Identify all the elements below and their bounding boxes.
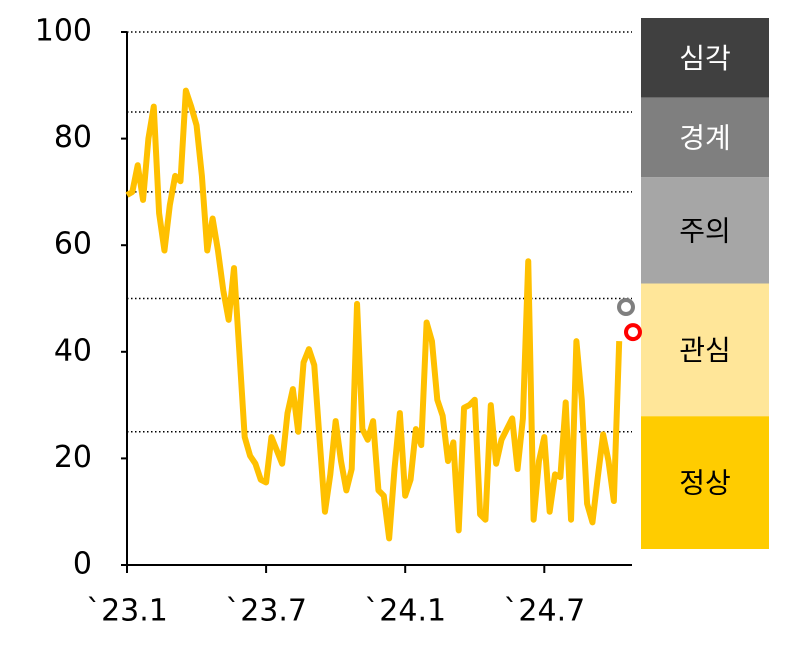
band-label: 심각 — [679, 42, 731, 75]
y-tick-label: 100 — [35, 14, 92, 49]
y-tick-label: 0 — [73, 547, 92, 582]
band-label: 주의 — [679, 214, 731, 247]
band-box — [641, 97, 769, 178]
x-tick-label: `23.1 — [86, 594, 168, 629]
end-marker — [624, 323, 642, 342]
y-tick-label: 60 — [54, 227, 92, 262]
band-box — [641, 283, 769, 417]
y-tick-label: 80 — [54, 120, 92, 155]
y-tick-label: 20 — [54, 440, 92, 475]
x-tick-label: `24.7 — [503, 594, 585, 629]
band-label: 경계 — [679, 121, 731, 154]
band-box — [641, 416, 769, 549]
band-label: 관심 — [679, 334, 731, 367]
x-tick-label: `23.7 — [225, 594, 307, 629]
band-box — [641, 177, 769, 284]
series-line — [125, 87, 623, 542]
x-tick-label: `24.1 — [364, 594, 446, 629]
band-label: 정상 — [679, 467, 731, 500]
band-box — [641, 18, 769, 98]
end-marker — [617, 298, 635, 317]
y-tick-label: 40 — [54, 333, 92, 368]
